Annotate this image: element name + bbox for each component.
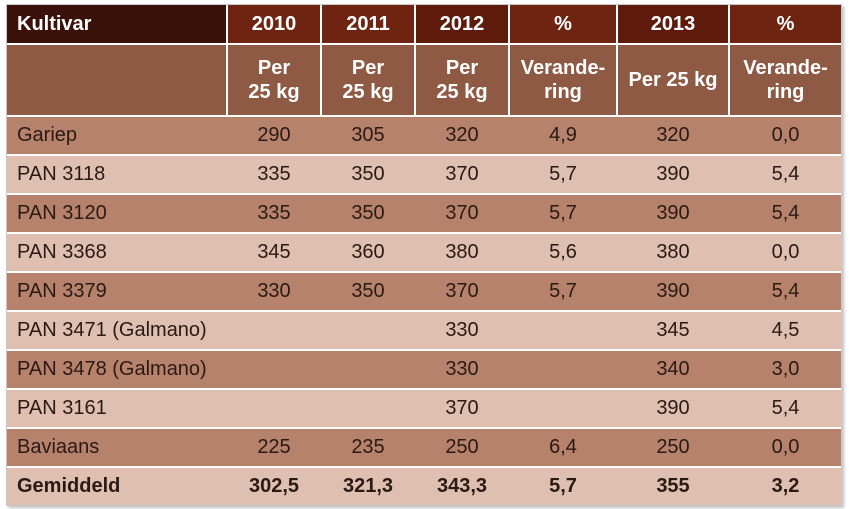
value-cell bbox=[321, 389, 415, 429]
cultivar-name-cell: Gariep bbox=[7, 116, 227, 156]
table-row: PAN 3478 (Galmano) 330 340 3,0 bbox=[7, 350, 841, 390]
cultivar-name-cell: PAN 3478 (Galmano) bbox=[7, 350, 227, 390]
header-row-years: Kultivar 2010 2011 2012 % 2013 % bbox=[7, 5, 841, 45]
value-cell bbox=[227, 350, 321, 390]
average-label-cell: Gemiddeld bbox=[7, 467, 227, 505]
value-cell: 340 bbox=[617, 350, 729, 390]
table-row: PAN 3471 (Galmano) 330 345 4,5 bbox=[7, 311, 841, 351]
cultivar-name-cell: PAN 3368 bbox=[7, 233, 227, 273]
table-row: Gariep 290 305 320 4,9 320 0,0 bbox=[7, 116, 841, 156]
value-cell: 335 bbox=[227, 194, 321, 234]
value-cell: 250 bbox=[617, 428, 729, 468]
average-value-cell: 5,7 bbox=[509, 467, 617, 505]
header-unit-change-2: Verande- ring bbox=[728, 44, 841, 117]
value-cell: 5,7 bbox=[509, 194, 617, 234]
value-cell: 305 bbox=[321, 116, 415, 156]
value-cell: 3,0 bbox=[729, 350, 841, 390]
table-row: Baviaans 225 235 250 6,4 250 0,0 bbox=[7, 428, 841, 468]
value-cell bbox=[509, 389, 617, 429]
header-2013: 2013 bbox=[616, 5, 729, 45]
average-value-cell: 3,2 bbox=[729, 467, 841, 505]
value-cell bbox=[321, 350, 415, 390]
header-percent-1: % bbox=[508, 5, 617, 45]
value-cell: 380 bbox=[617, 233, 729, 273]
value-cell: 0,0 bbox=[729, 428, 841, 468]
value-cell bbox=[321, 311, 415, 351]
value-cell: 250 bbox=[415, 428, 509, 468]
header-2012: 2012 bbox=[414, 5, 509, 45]
cultivar-name-cell: PAN 3120 bbox=[7, 194, 227, 234]
value-cell bbox=[227, 389, 321, 429]
price-table: Kultivar 2010 2011 2012 % 2013 % Per 25 … bbox=[7, 5, 841, 505]
header-unit-2011: Per 25 kg bbox=[320, 44, 415, 117]
table-row: PAN 3161 370 390 5,4 bbox=[7, 389, 841, 429]
value-cell: 345 bbox=[227, 233, 321, 273]
value-cell: 380 bbox=[415, 233, 509, 273]
value-cell: 350 bbox=[321, 272, 415, 312]
header-kultivar: Kultivar bbox=[7, 5, 227, 45]
value-cell: 0,0 bbox=[729, 233, 841, 273]
cultivar-name-cell: PAN 3118 bbox=[7, 155, 227, 195]
value-cell: 345 bbox=[617, 311, 729, 351]
value-cell: 5,4 bbox=[729, 389, 841, 429]
table-row: PAN 3120 335 350 370 5,7 390 5,4 bbox=[7, 194, 841, 234]
value-cell: 390 bbox=[617, 272, 729, 312]
cultivar-name-cell: PAN 3379 bbox=[7, 272, 227, 312]
average-value-cell: 343,3 bbox=[415, 467, 509, 505]
value-cell: 235 bbox=[321, 428, 415, 468]
average-value-cell: 302,5 bbox=[227, 467, 321, 505]
value-cell: 320 bbox=[415, 116, 509, 156]
header-row-units: Per 25 kg Per 25 kg Per 25 kg Verande- r… bbox=[7, 44, 841, 117]
value-cell: 5,6 bbox=[509, 233, 617, 273]
value-cell: 5,7 bbox=[509, 272, 617, 312]
value-cell: 370 bbox=[415, 389, 509, 429]
header-unit-empty bbox=[7, 44, 227, 117]
value-cell: 370 bbox=[415, 155, 509, 195]
value-cell: 4,5 bbox=[729, 311, 841, 351]
value-cell: 6,4 bbox=[509, 428, 617, 468]
table-row: PAN 3118 335 350 370 5,7 390 5,4 bbox=[7, 155, 841, 195]
table-row: PAN 3368 345 360 380 5,6 380 0,0 bbox=[7, 233, 841, 273]
value-cell: 350 bbox=[321, 194, 415, 234]
value-cell bbox=[509, 350, 617, 390]
average-row: Gemiddeld 302,5 321,3 343,3 5,7 355 3,2 bbox=[7, 467, 841, 505]
value-cell: 350 bbox=[321, 155, 415, 195]
value-cell: 0,0 bbox=[729, 116, 841, 156]
value-cell: 330 bbox=[415, 350, 509, 390]
table-row: PAN 3379 330 350 370 5,7 390 5,4 bbox=[7, 272, 841, 312]
header-unit-2010: Per 25 kg bbox=[226, 44, 321, 117]
value-cell: 225 bbox=[227, 428, 321, 468]
header-unit-2012: Per 25 kg bbox=[414, 44, 509, 117]
value-cell: 4,9 bbox=[509, 116, 617, 156]
header-unit-change-1: Verande- ring bbox=[508, 44, 617, 117]
value-cell: 390 bbox=[617, 194, 729, 234]
value-cell: 330 bbox=[227, 272, 321, 312]
header-2010: 2010 bbox=[226, 5, 321, 45]
value-cell: 370 bbox=[415, 272, 509, 312]
value-cell: 290 bbox=[227, 116, 321, 156]
cultivar-name-cell: PAN 3471 (Galmano) bbox=[7, 311, 227, 351]
value-cell: 5,4 bbox=[729, 155, 841, 195]
value-cell bbox=[509, 311, 617, 351]
value-cell: 5,7 bbox=[509, 155, 617, 195]
average-value-cell: 355 bbox=[617, 467, 729, 505]
cultivar-name-cell: Baviaans bbox=[7, 428, 227, 468]
average-value-cell: 321,3 bbox=[321, 467, 415, 505]
value-cell: 390 bbox=[617, 155, 729, 195]
value-cell: 320 bbox=[617, 116, 729, 156]
header-unit-2013: Per 25 kg bbox=[616, 44, 729, 117]
cultivar-name-cell: PAN 3161 bbox=[7, 389, 227, 429]
value-cell: 330 bbox=[415, 311, 509, 351]
value-cell: 390 bbox=[617, 389, 729, 429]
header-percent-2: % bbox=[728, 5, 841, 45]
value-cell bbox=[227, 311, 321, 351]
value-cell: 335 bbox=[227, 155, 321, 195]
value-cell: 5,4 bbox=[729, 194, 841, 234]
header-2011: 2011 bbox=[320, 5, 415, 45]
price-table-frame: Kultivar 2010 2011 2012 % 2013 % Per 25 … bbox=[6, 4, 842, 506]
value-cell: 370 bbox=[415, 194, 509, 234]
value-cell: 360 bbox=[321, 233, 415, 273]
value-cell: 5,4 bbox=[729, 272, 841, 312]
table-body: Gariep 290 305 320 4,9 320 0,0 PAN 3118 335 350 37… bbox=[7, 116, 841, 505]
